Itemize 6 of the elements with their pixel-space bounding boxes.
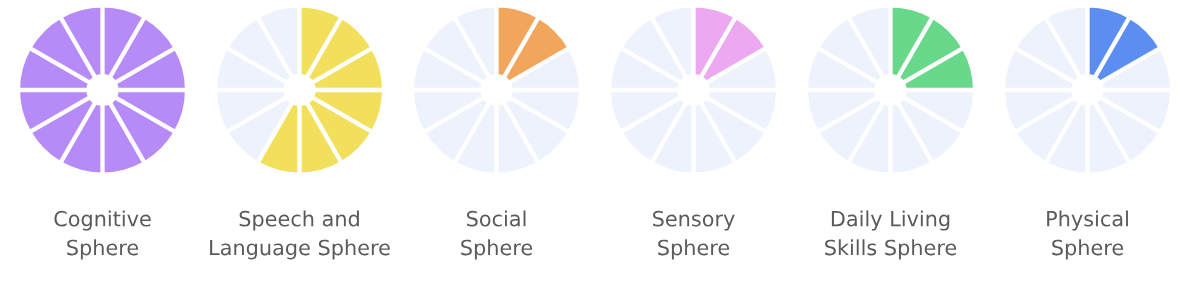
text: Cognitive Sphere [54, 210, 151, 260]
text: Daily Living Skills Sphere [825, 210, 957, 260]
text: Speech and Language Sphere [210, 210, 390, 260]
text: Sensory Sphere [653, 210, 735, 260]
text: Social Sphere [461, 210, 533, 260]
text: Physical Sphere [1047, 210, 1128, 260]
